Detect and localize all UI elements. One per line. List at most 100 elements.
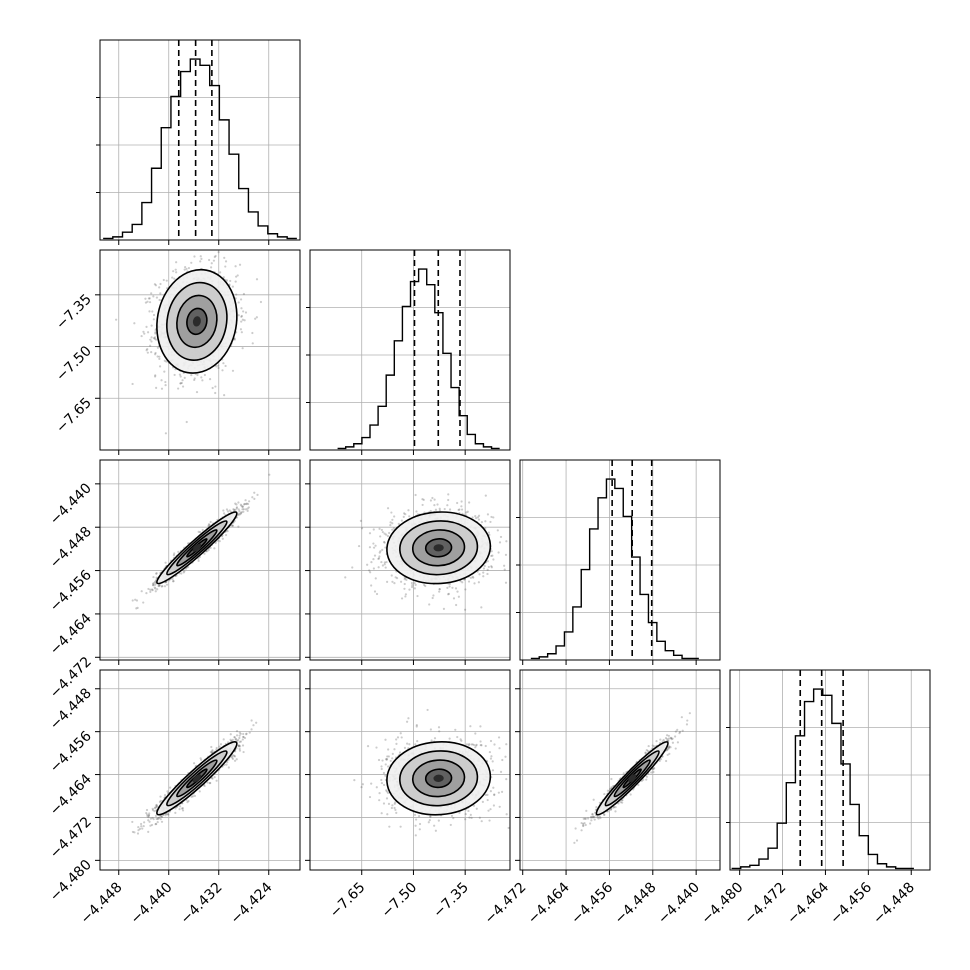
sample-point	[240, 307, 243, 310]
sample-point	[200, 376, 203, 379]
sample-point	[149, 344, 152, 347]
sample-point	[199, 530, 202, 534]
sample-point	[193, 377, 196, 380]
sample-point	[237, 525, 240, 528]
sample-point	[235, 506, 239, 509]
sample-point	[385, 533, 388, 536]
sample-point	[414, 493, 417, 497]
sample-point	[196, 373, 199, 377]
sample-point	[206, 550, 209, 553]
sample-point	[159, 795, 162, 798]
sample-point	[178, 808, 181, 811]
sample-point	[198, 790, 201, 793]
sample-point	[146, 348, 149, 351]
sample-point	[173, 277, 176, 280]
sample-point	[160, 379, 163, 382]
sample-point	[153, 336, 157, 339]
sample-point	[152, 313, 156, 317]
sample-point	[385, 560, 388, 564]
sample-point	[239, 328, 243, 331]
sample-point	[153, 283, 156, 286]
sample-point	[471, 516, 474, 519]
sample-point	[144, 297, 147, 300]
sample-point	[237, 301, 240, 304]
sample-point	[374, 577, 377, 580]
sample-point	[225, 508, 229, 511]
sample-point	[152, 584, 155, 587]
sample-point	[149, 338, 152, 341]
sample-point	[448, 585, 451, 588]
sample-point	[150, 351, 153, 354]
sample-point	[164, 432, 167, 435]
sample-point	[436, 503, 439, 506]
sample-point	[154, 331, 157, 334]
sample-point	[149, 590, 152, 594]
sample-point	[155, 296, 159, 299]
sample-point	[154, 284, 158, 287]
sample-point	[154, 332, 157, 335]
sample-point	[467, 580, 471, 583]
sample-point	[146, 331, 150, 334]
sample-point	[240, 331, 243, 334]
sample-point	[181, 385, 185, 388]
sample-point	[256, 493, 259, 496]
sample-point	[158, 357, 161, 360]
sample-point	[431, 496, 434, 500]
sample-point	[477, 581, 480, 584]
sample-point	[156, 355, 159, 358]
sample-point	[203, 373, 206, 377]
y-tick-label: −4.440	[47, 480, 95, 528]
sample-point	[179, 382, 182, 385]
sample-point	[222, 738, 225, 741]
sample-point	[482, 567, 486, 570]
sample-point	[199, 260, 202, 263]
sample-point	[171, 577, 174, 581]
sample-point	[451, 586, 454, 589]
sample-point	[227, 766, 230, 769]
sample-point	[496, 529, 499, 532]
sample-point	[498, 541, 502, 544]
sample-point	[464, 588, 467, 591]
sample-point	[373, 590, 377, 593]
sample-point	[465, 511, 468, 514]
sample-point	[460, 500, 463, 503]
sample-point	[193, 255, 196, 258]
sample-point	[161, 584, 164, 588]
sample-point	[144, 301, 148, 304]
sample-point	[490, 515, 493, 519]
sample-point	[237, 501, 240, 504]
sample-point	[210, 262, 213, 265]
sample-point	[154, 590, 157, 593]
sample-point	[213, 255, 216, 259]
sample-point	[240, 511, 243, 514]
sample-point	[233, 759, 237, 762]
sample-point	[201, 528, 204, 532]
sample-point	[158, 365, 162, 368]
sample-point	[471, 575, 474, 578]
sample-point	[393, 582, 396, 585]
sample-point	[165, 360, 168, 363]
sample-point	[142, 601, 145, 604]
sample-point	[486, 568, 489, 571]
sample-point	[197, 559, 200, 562]
sample-point	[153, 581, 157, 584]
sample-point	[163, 359, 166, 362]
sample-point	[503, 564, 506, 567]
sample-point	[397, 522, 400, 525]
sample-point	[368, 546, 372, 549]
sample-point	[177, 387, 180, 390]
sample-point	[482, 575, 485, 578]
panel-1-0: −7.65−7.50−7.35	[53, 249, 301, 455]
sample-point	[244, 499, 247, 502]
sample-point	[148, 310, 151, 313]
sample-point	[373, 554, 377, 557]
sample-point	[210, 745, 213, 749]
sample-point	[377, 566, 380, 569]
sample-point	[171, 276, 174, 279]
sample-point	[185, 420, 188, 424]
sample-point	[183, 376, 186, 379]
sample-point	[474, 515, 477, 518]
sample-point	[165, 583, 169, 586]
sample-point	[148, 301, 152, 304]
sample-point	[477, 514, 481, 517]
